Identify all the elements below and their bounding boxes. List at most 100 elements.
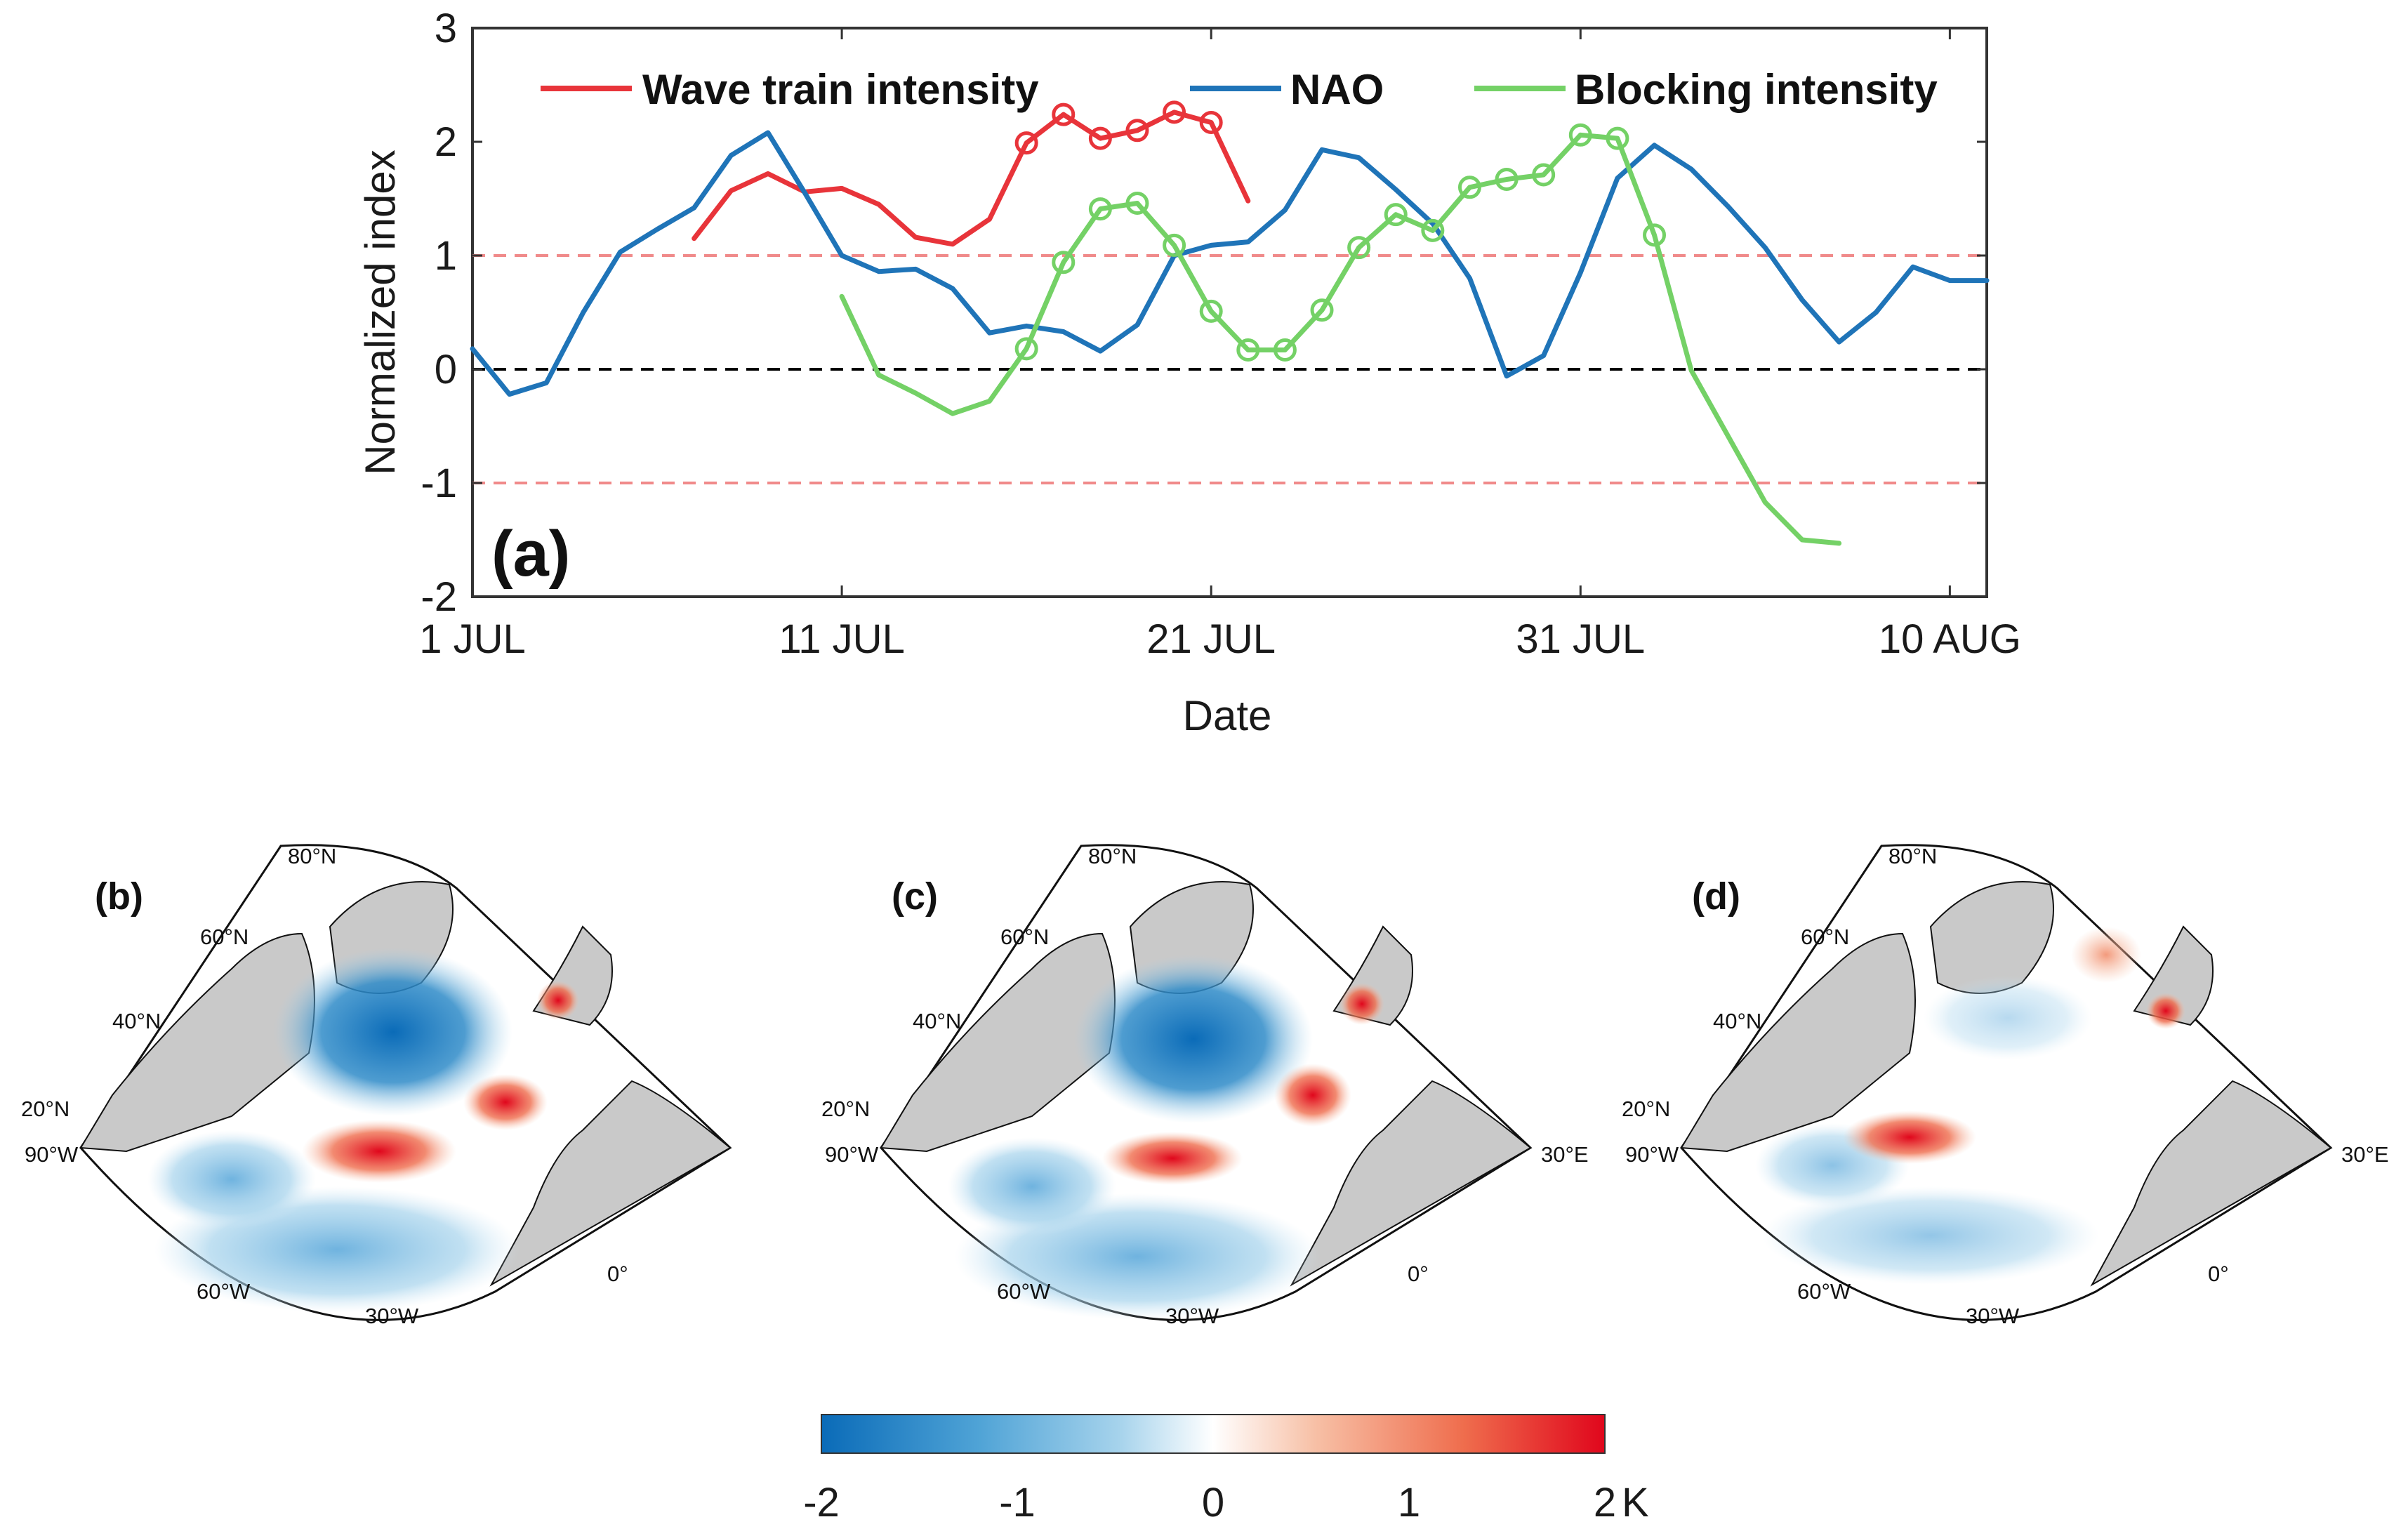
series-marker-2 — [1052, 251, 1076, 274]
y-tick-label: 1 — [435, 233, 457, 279]
colorbar-tick-2: 2 — [1594, 1480, 1616, 1525]
anomaly-cold-main-b — [274, 948, 512, 1116]
land-north-america-d — [1680, 932, 1916, 1153]
lat-label-60n-c: 60°N — [1000, 925, 1049, 949]
lon-label-60w-c: 60°W — [997, 1279, 1051, 1304]
series-marker-0 — [1014, 131, 1038, 155]
line-chart-panel-a: -2 -1 0 1 2 3 1 JUL 11 JUL 21 JUL 31 JUL 10 AUG (… — [357, 6, 2021, 739]
anomaly-warm-baltic-b — [537, 981, 579, 1020]
series-marker-2 — [1199, 299, 1223, 323]
y-tick-label: -2 — [421, 574, 457, 620]
series-marker-2 — [1310, 298, 1334, 322]
y-tick-label: -1 — [421, 461, 457, 506]
anomaly-cold-north-d — [1924, 976, 2092, 1060]
y-axis-ticks: -2 -1 0 1 2 3 — [421, 6, 1987, 620]
anomaly-warm-baltic-c — [1339, 983, 1384, 1025]
series-marker-0 — [1088, 126, 1112, 150]
lon-label-90w-c: 90°W — [825, 1142, 879, 1167]
series-marker-2 — [1421, 218, 1445, 242]
panel-label-a: (a) — [491, 518, 570, 590]
colorbar-gradient — [821, 1414, 1606, 1454]
x-tick-label: 31 JUL — [1516, 616, 1645, 662]
map-panel-label-c: (c) — [892, 875, 938, 918]
lat-label-60n-b: 60°N — [200, 925, 249, 949]
series-marker-2 — [1457, 176, 1481, 199]
anomaly-cold-west-c — [948, 1137, 1116, 1236]
x-axis-title: Date — [1183, 692, 1272, 739]
y-tick-label: 3 — [435, 6, 457, 51]
lon-label-30w-b: 30°W — [365, 1304, 419, 1328]
colorbar-tick-0: 0 — [1202, 1480, 1224, 1525]
series-marker-2 — [1606, 126, 1629, 150]
land-europe-africa-b — [489, 1080, 732, 1287]
lat-label-40n-b: 40°N — [112, 1009, 161, 1033]
lon-label-0-d: 0° — [2208, 1262, 2229, 1286]
lat-label-20n-c: 20°N — [821, 1097, 870, 1121]
colorbar-tick-neg2: -2 — [803, 1480, 840, 1525]
map-panel-label-d: (d) — [1692, 875, 1740, 918]
series-marker-2 — [1125, 191, 1149, 215]
lat-label-80n-b: 80°N — [288, 844, 336, 868]
legend-label-blocking: Blocking intensity — [1575, 66, 1938, 113]
anomaly-cold-main-c — [1074, 955, 1313, 1123]
series-marker-0 — [1125, 119, 1149, 143]
series-marker-2 — [1532, 163, 1556, 187]
colorbar-tick-1: 1 — [1398, 1480, 1420, 1525]
lon-label-0-b: 0° — [607, 1262, 628, 1286]
series-marker-2 — [1014, 337, 1038, 361]
map-panel-c: (c) 80°N 60°N 40°N 20°N 90°W 60°W 30°W 0… — [821, 844, 1589, 1328]
map-panel-label-b: (b) — [95, 875, 143, 918]
anomaly-warm-midatlantic-b — [302, 1120, 456, 1183]
land-europe-africa-c — [1290, 1080, 1532, 1287]
colorbar-tick-neg1: -1 — [999, 1480, 1036, 1525]
series-line-0 — [692, 110, 1251, 247]
lon-label-0-c: 0° — [1408, 1262, 1429, 1286]
legend-label-wave-train: Wave train intensity — [642, 66, 1039, 113]
y-tick-label: 0 — [435, 347, 457, 392]
lat-label-40n-d: 40°N — [1713, 1009, 1761, 1033]
lat-label-20n-d: 20°N — [1622, 1097, 1670, 1121]
land-europe-africa-d — [2090, 1080, 2332, 1287]
lon-label-30e-c: 30°E — [1541, 1142, 1589, 1167]
series-marker-2 — [1643, 223, 1667, 247]
series-marker-2 — [1163, 233, 1186, 257]
lon-label-90w-d: 90°W — [1625, 1142, 1679, 1167]
series-marker-2 — [1495, 167, 1519, 191]
anomaly-cold-south-d — [1762, 1186, 2099, 1285]
anomaly-warm-scand-d — [2071, 927, 2141, 983]
lon-label-30e-d: 30°E — [2341, 1142, 2389, 1167]
plot-area-frame — [471, 27, 1988, 598]
x-tick-label: 21 JUL — [1146, 616, 1276, 662]
series-marker-2 — [1088, 197, 1112, 221]
series-marker-0 — [1163, 100, 1186, 124]
series-marker-2 — [1236, 338, 1260, 362]
anomaly-warm-east-c — [1274, 1064, 1351, 1127]
lon-label-30w-c: 30°W — [1165, 1304, 1219, 1328]
lat-label-20n-b: 20°N — [21, 1097, 70, 1121]
x-tick-label: 11 JUL — [779, 616, 904, 662]
lat-label-80n-d: 80°N — [1888, 844, 1937, 868]
legend: Wave train intensity NAO Blocking intens… — [541, 66, 1938, 113]
series-marker-2 — [1384, 203, 1408, 227]
x-tick-label: 10 AUG — [1879, 616, 2021, 662]
anomaly-warm-baltic-d — [2146, 993, 2185, 1029]
lon-label-90w-b: 90°W — [25, 1142, 79, 1167]
series-marker-2 — [1347, 236, 1371, 260]
x-axis-ticks: 1 JUL 11 JUL 21 JUL 31 JUL 10 AUG — [419, 28, 2021, 662]
y-tick-label: 2 — [435, 119, 457, 165]
anomaly-warm-midatlantic-c — [1102, 1132, 1243, 1185]
lat-label-40n-c: 40°N — [913, 1009, 961, 1033]
x-tick-label: 1 JUL — [419, 616, 526, 662]
anomaly-warm-midatlantic-d — [1843, 1111, 1976, 1164]
series-marker-2 — [1273, 338, 1297, 362]
map-panel-b: (b) 80°N 60°N 40°N 20°N 90°W 60°W 30°W 0… — [21, 844, 732, 1328]
series-lines — [470, 110, 1990, 546]
lon-label-60w-d: 60°W — [1797, 1279, 1851, 1304]
y-axis-title: Normalized index — [357, 150, 404, 475]
colorbar-unit: K — [1622, 1480, 1649, 1525]
series-marker-2 — [1568, 123, 1592, 147]
colorbar: -2 -1 0 1 2 K — [803, 1414, 1649, 1525]
series-marker-0 — [1052, 102, 1076, 126]
anomaly-warm-east-b — [463, 1074, 548, 1130]
lat-label-60n-d: 60°N — [1801, 925, 1849, 949]
